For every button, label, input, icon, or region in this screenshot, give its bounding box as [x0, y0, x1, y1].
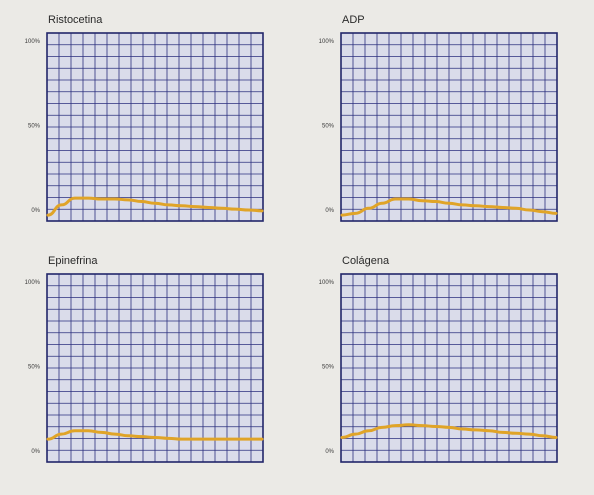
chart-plot: 100% 50% 0%	[319, 273, 558, 463]
series-line	[46, 429, 264, 441]
plot-frame	[46, 273, 264, 463]
chart-title: Epinefrina	[48, 255, 98, 267]
y-tick-label: 0%	[325, 208, 334, 214]
y-tick-label: 0%	[31, 449, 40, 455]
y-tick-label: 50%	[28, 365, 41, 371]
y-tick-label: 0%	[31, 208, 40, 214]
y-tick-label: 100%	[319, 280, 335, 286]
chart-plot: 100% 50% 0%	[25, 273, 264, 463]
series-line	[46, 196, 264, 217]
chart-panel-epinefrina: Epinefrina 100% 50% 0%	[0, 255, 290, 495]
chart-plot: 100% 50% 0%	[319, 32, 558, 222]
chart-title: Ristocetina	[48, 14, 103, 26]
y-tick-label: 0%	[325, 449, 334, 455]
y-tick-label: 100%	[25, 280, 41, 286]
y-tick-label: 50%	[322, 124, 335, 130]
chart-panel-adp: ADP 100% 50% 0%	[294, 14, 584, 254]
plot-frame	[46, 32, 264, 222]
y-tick-label: 100%	[319, 39, 335, 45]
plot-frame	[340, 273, 558, 463]
series-line	[340, 423, 558, 439]
y-tick-label: 50%	[28, 124, 41, 130]
y-tick-label: 50%	[322, 365, 335, 371]
chart-title: Colágena	[342, 255, 390, 267]
chart-plot: 100% 50% 0%	[25, 32, 264, 222]
y-tick-label: 100%	[25, 39, 41, 45]
chart-panel-ristocetina: Ristocetina 100% 50% 0%	[0, 14, 290, 254]
plot-frame	[340, 32, 558, 222]
series-line	[340, 197, 558, 217]
chart-panel-colagena: Colágena 100% 50% 0%	[294, 255, 584, 495]
chart-title: ADP	[342, 14, 365, 26]
